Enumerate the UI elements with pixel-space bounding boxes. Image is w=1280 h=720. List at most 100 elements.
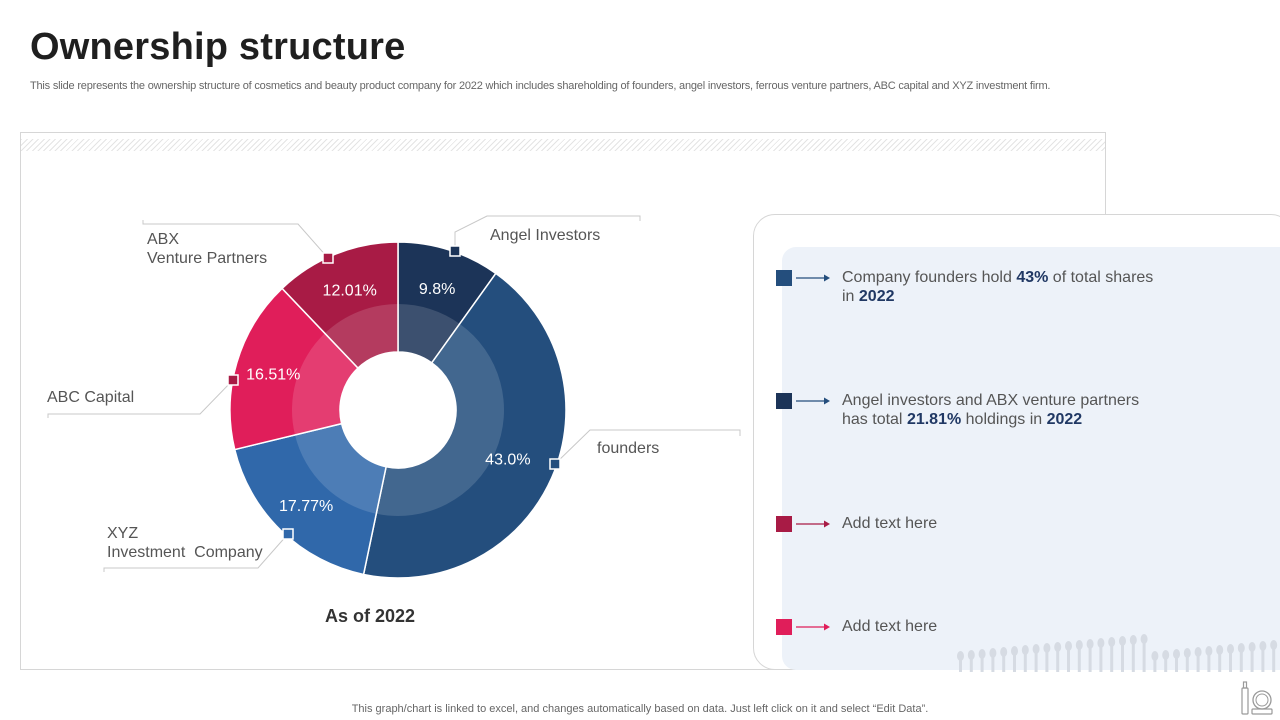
brush-head xyxy=(1162,650,1170,660)
note-founders: Company founders hold 43% of total share… xyxy=(776,268,1162,306)
slice-inner-shade-angel-investors xyxy=(398,304,460,363)
brush-head xyxy=(1000,647,1008,657)
brush-handle xyxy=(1077,645,1081,672)
brush-handle xyxy=(1196,652,1200,672)
brush-head xyxy=(1129,635,1137,645)
brush-handle xyxy=(1142,639,1146,672)
brush-handle xyxy=(1175,654,1178,672)
brush-head xyxy=(1097,638,1105,648)
brush-head xyxy=(1259,641,1267,651)
brush-head xyxy=(1205,646,1213,656)
note-text: Angel investors and ABX venture partners… xyxy=(842,392,1140,428)
brush-handle xyxy=(1207,651,1211,672)
brush-head xyxy=(957,651,964,661)
brush-head xyxy=(1151,651,1159,661)
brush-head xyxy=(989,648,997,658)
label-abc-capital: ABC Capital xyxy=(47,389,135,406)
slice-inner-shade-founders xyxy=(376,323,505,517)
brush-head xyxy=(967,650,975,660)
brush-handle xyxy=(1099,643,1103,672)
footer-note: This graph/chart is linked to excel, and… xyxy=(351,703,929,715)
brush-head xyxy=(1043,643,1051,653)
brush-handle xyxy=(1131,640,1135,672)
note-angel-abx: Angel investors and ABX venture partners… xyxy=(776,391,1162,429)
brush-handle xyxy=(980,654,984,672)
leader-marker-4 xyxy=(322,252,334,264)
brush-head xyxy=(1216,645,1224,655)
brush-head xyxy=(1194,647,1202,657)
chart-caption: As of 2022 xyxy=(324,606,416,626)
hatch-strip xyxy=(21,139,1105,151)
brush-head xyxy=(1248,642,1256,652)
leader-line-abc xyxy=(47,379,234,418)
brush-handle xyxy=(1023,650,1027,672)
brush-head xyxy=(1011,646,1018,656)
brush-handle xyxy=(1056,647,1060,672)
note-text[interactable]: Add text here xyxy=(842,618,938,635)
brush-handle xyxy=(1164,655,1168,672)
label-xyz-investment: XYZ Investment Company xyxy=(107,525,263,561)
brush-head xyxy=(1173,649,1180,659)
brush-handle xyxy=(1088,644,1092,672)
note-color-square xyxy=(776,270,792,286)
leader-marker-1 xyxy=(549,458,561,470)
value-label-1: 43.0% xyxy=(485,451,530,468)
leader-line-angel xyxy=(454,215,641,251)
brush-head xyxy=(1054,642,1062,652)
label-angel-investors: Angel Investors xyxy=(490,227,601,244)
brush-head xyxy=(1075,640,1083,650)
brush-handle xyxy=(1153,656,1157,672)
brush-head xyxy=(1237,643,1245,653)
arrow-right-icon xyxy=(796,397,830,405)
donut-chart[interactable]: 9.8% 43.0% 17.77% 16.51% 12.01% xyxy=(0,0,760,720)
brush-handle xyxy=(1272,645,1276,672)
page-subtitle: This slide represents the ownership stru… xyxy=(30,80,1051,92)
note-color-square xyxy=(776,393,792,409)
note-color-square xyxy=(776,619,792,635)
beauty-products-icon xyxy=(1241,681,1273,715)
value-label-2: 17.77% xyxy=(279,498,333,515)
donut-hole xyxy=(340,352,456,468)
brush-head xyxy=(978,649,986,659)
brush-handle xyxy=(1002,652,1006,672)
leader-marker-2 xyxy=(282,528,294,540)
brush-handle xyxy=(1034,649,1038,672)
brush-head xyxy=(1140,634,1148,644)
notes-panel xyxy=(782,247,1280,670)
slice-inner-shade-xyz-investment-company xyxy=(294,423,387,514)
brush-head xyxy=(1032,644,1040,654)
brush-handle xyxy=(991,653,995,672)
brush-head xyxy=(1119,636,1126,646)
note-placeholder-2[interactable]: Add text here xyxy=(776,617,1162,636)
slice-inner-shade-abx-venture-partners xyxy=(324,304,398,369)
leader-line-xyz xyxy=(103,533,289,572)
brush-handle xyxy=(1250,647,1254,672)
brush-head xyxy=(1065,641,1072,651)
brush-handle xyxy=(1261,646,1265,672)
brush-handle xyxy=(969,655,973,672)
brush-head xyxy=(1021,645,1029,655)
brush-handle xyxy=(1239,648,1243,672)
brush-handle xyxy=(1067,646,1070,672)
brush-handle xyxy=(1218,650,1222,672)
page-title: Ownership structure xyxy=(30,26,406,68)
brush-head xyxy=(1108,637,1116,647)
value-label-3: 16.51% xyxy=(246,366,300,383)
label-abx-venture: ABX Venture Partners xyxy=(147,231,268,267)
arrow-right-icon xyxy=(796,623,830,631)
brush-handle xyxy=(1110,642,1114,672)
brush-head xyxy=(1086,639,1094,649)
note-color-square xyxy=(776,516,792,532)
leader-marker-0 xyxy=(449,245,461,257)
brush-handle xyxy=(959,656,962,672)
brush-handle xyxy=(1185,653,1189,672)
leader-marker-3 xyxy=(227,374,239,386)
note-placeholder-1[interactable]: Add text here xyxy=(776,514,1162,533)
arrow-right-icon xyxy=(796,274,830,282)
brush-head xyxy=(1183,648,1191,658)
value-label-0: 9.8% xyxy=(419,281,455,298)
leader-line-abx xyxy=(142,220,329,259)
brush-handle xyxy=(1045,648,1049,672)
note-text: Company founders hold 43% of total share… xyxy=(842,269,1154,305)
note-text[interactable]: Add text here xyxy=(842,515,938,532)
